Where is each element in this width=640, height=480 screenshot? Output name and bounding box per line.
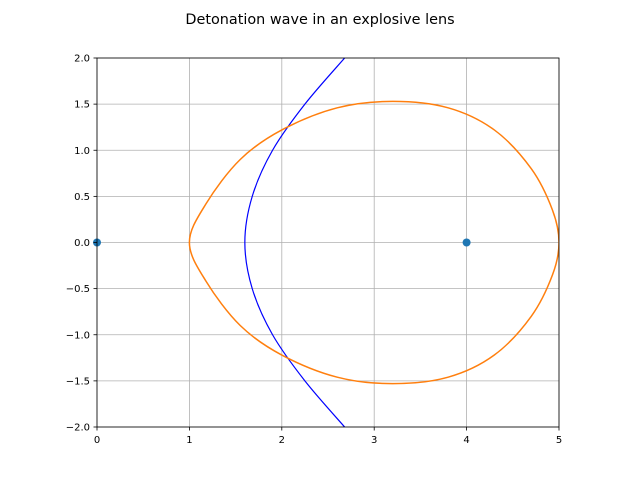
y-tick-label: 1.0 <box>74 146 90 157</box>
chart-title: Detonation wave in an explosive lens <box>185 12 454 28</box>
hyperbola-curve <box>244 58 346 427</box>
y-tick-label: 2.0 <box>74 54 90 65</box>
y-tick-label: −2.0 <box>66 423 90 434</box>
plot-area <box>188 58 559 427</box>
y-tick-label: 0.0 <box>74 238 90 249</box>
ticks: 0 1 2 3 4 5 −2.0 −1.5 −1.0 −0.5 0.0 0.5 1.0 1.5 2.0 <box>66 54 562 447</box>
oval-curve <box>188 100 559 385</box>
y-tick-label: 0.5 <box>74 192 90 203</box>
y-tick-label: −0.5 <box>66 284 90 295</box>
x-tick-label: 2 <box>279 435 285 446</box>
scatter-point <box>462 238 471 247</box>
x-tick-label: 0 <box>94 435 100 446</box>
x-tick-label: 1 <box>186 435 192 446</box>
x-tick-label: 5 <box>556 435 562 446</box>
y-tick-label: −1.5 <box>66 376 90 387</box>
x-tick-label: 4 <box>463 435 469 446</box>
y-tick-label: −1.0 <box>66 330 90 341</box>
x-tick-label: 3 <box>371 435 377 446</box>
y-tick-label: 1.5 <box>74 100 90 111</box>
